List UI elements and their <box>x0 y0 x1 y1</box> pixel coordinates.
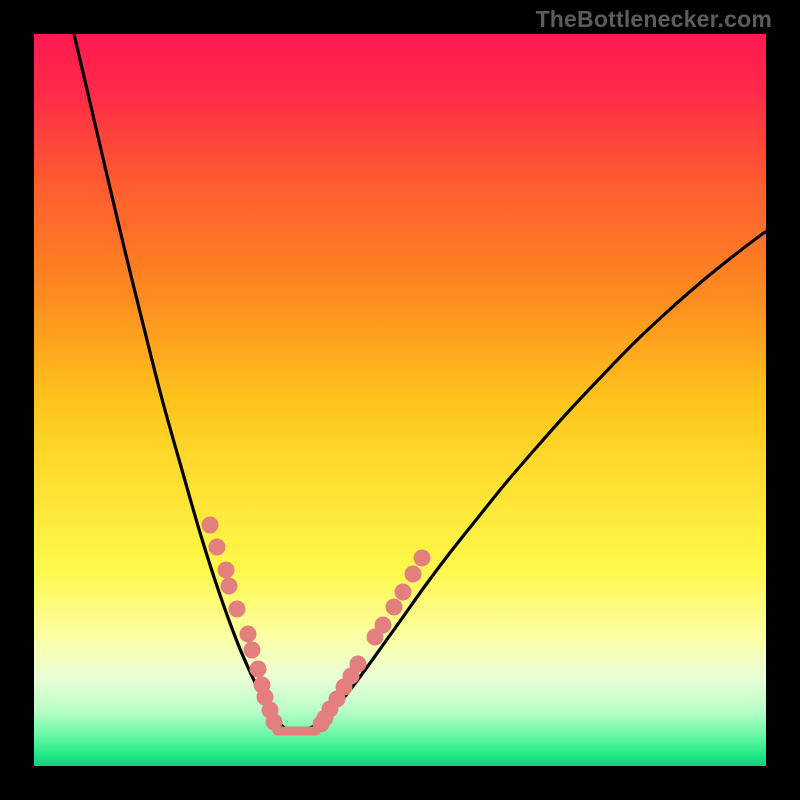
data-point-marker <box>395 584 412 601</box>
data-point-marker <box>209 539 226 556</box>
data-point-marker <box>229 601 246 618</box>
data-point-marker <box>244 642 261 659</box>
data-point-marker <box>240 626 257 643</box>
data-point-marker <box>250 661 267 678</box>
data-point-marker <box>405 566 422 583</box>
data-point-marker <box>375 617 392 634</box>
watermark-text: TheBottlenecker.com <box>536 6 772 33</box>
data-point-marker <box>350 656 367 673</box>
data-point-marker <box>414 550 431 567</box>
data-point-marker <box>221 578 238 595</box>
bottleneck-chart <box>34 34 766 766</box>
data-point-marker <box>386 599 403 616</box>
data-point-marker <box>218 562 235 579</box>
chart-stage: TheBottlenecker.com <box>0 0 800 800</box>
gradient-background <box>34 34 766 766</box>
data-point-marker <box>202 517 219 534</box>
data-point-marker <box>266 714 283 731</box>
